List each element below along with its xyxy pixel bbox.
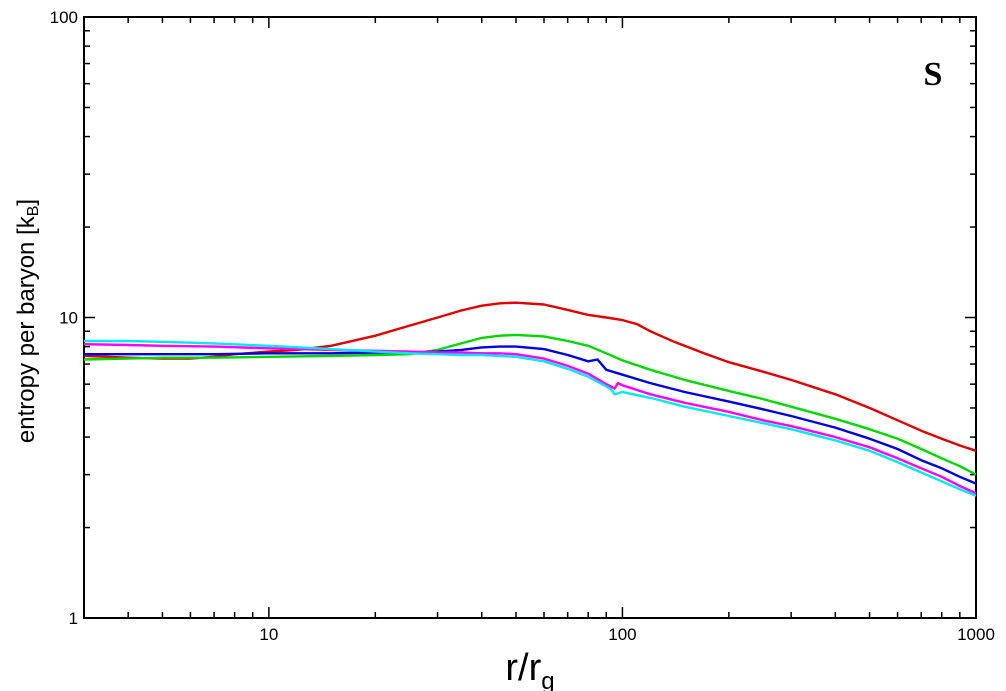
- y-axis-title: entropy per baryon [kB]: [13, 199, 42, 443]
- series-line-2: [83, 333, 977, 476]
- series-line-4: [83, 343, 977, 495]
- y-axis-title-close: ]: [13, 199, 40, 206]
- y-tick-label: 10: [59, 309, 78, 328]
- plot-frame: [83, 16, 977, 619]
- y-axis-title-main: entropy per baryon [k: [13, 215, 40, 443]
- x-axis-title: r/rg: [505, 647, 554, 691]
- y-axis-title-sub: B: [25, 206, 42, 217]
- axis-ticks: [83, 16, 977, 619]
- series-lines: [83, 301, 977, 497]
- x-tick-label: 1000: [957, 625, 995, 644]
- panel-annotation: S: [924, 56, 943, 93]
- axis-tick-labels: 10 100 1000 1 10 100: [50, 8, 995, 644]
- x-tick-label: 100: [608, 625, 636, 644]
- y-tick-label: 1: [69, 609, 78, 628]
- x-tick-label: 10: [259, 625, 278, 644]
- x-axis-title-main: r/r: [505, 647, 541, 689]
- series-line-5: [84, 339, 977, 497]
- y-tick-label: 100: [50, 8, 78, 27]
- x-axis-title-sub: g: [541, 668, 554, 691]
- series-line-3: [84, 345, 977, 485]
